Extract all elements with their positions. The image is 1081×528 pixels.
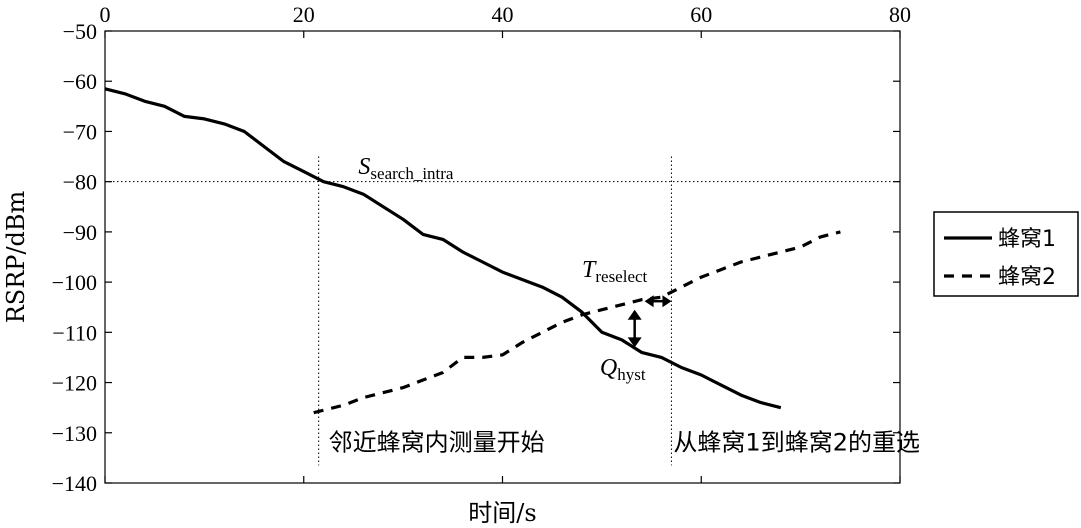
x-tick-label: 20	[293, 2, 315, 27]
y-tick-label: −60	[63, 69, 97, 94]
y-tick-label: −90	[63, 220, 97, 245]
y-tick-label: −130	[52, 421, 97, 446]
legend-box	[933, 211, 1079, 297]
series-line-1	[104, 87, 782, 410]
y-tick-label: −140	[52, 471, 97, 496]
y-tick-label: −80	[63, 170, 97, 195]
arrow-layer	[627, 295, 672, 348]
annotation-layer: Ssearch_intra Treselect Qhyst 邻近蜂窝内测量开始 从蜂窝1…	[329, 154, 920, 456]
y-axis-ticks: −50 −60 −70 −80 −90 −100 −110 −120 −130 −140	[52, 19, 900, 496]
y-tick-label: −100	[52, 270, 97, 295]
series-layer	[104, 87, 841, 415]
x-axis-label: 时间/s	[468, 499, 536, 527]
x-axis-ticks: 0 20 40 60 80	[100, 2, 911, 483]
y-tick-label: −110	[52, 320, 97, 345]
y-axis-label: RSRP/dBm	[2, 190, 30, 323]
annotation-start-text: 邻近蜂窝内测量开始	[329, 428, 545, 456]
legend: 蜂窝1 蜂窝2	[933, 211, 1079, 297]
arrowhead-right-icon	[662, 295, 672, 308]
y-tick-label: −50	[63, 19, 97, 44]
x-tick-label: 60	[690, 2, 712, 27]
annotation-q-hyst: Qhyst	[600, 355, 646, 384]
reference-lines	[105, 156, 900, 466]
plot-area	[104, 30, 901, 484]
y-tick-label: −120	[52, 371, 97, 396]
x-tick-label: 80	[889, 2, 911, 27]
arrowhead-up-icon	[627, 309, 642, 320]
annotation-reselect-text: 从蜂窝1到蜂窝2的重选	[673, 428, 920, 456]
arrowhead-down-icon	[627, 337, 642, 348]
y-tick-label: −70	[63, 119, 97, 144]
legend-label-2: 蜂窝2	[998, 265, 1056, 290]
annotation-s-search: Ssearch_intra	[358, 154, 454, 183]
annotation-t-reselect: Treselect	[582, 257, 648, 286]
x-tick-label: 40	[492, 2, 514, 27]
legend-label-1: 蜂窝1	[998, 227, 1056, 252]
plot-frame	[104, 30, 901, 484]
x-tick-label: 0	[100, 2, 111, 27]
arrowhead-left-icon	[644, 295, 654, 308]
series-line-2	[313, 230, 841, 415]
